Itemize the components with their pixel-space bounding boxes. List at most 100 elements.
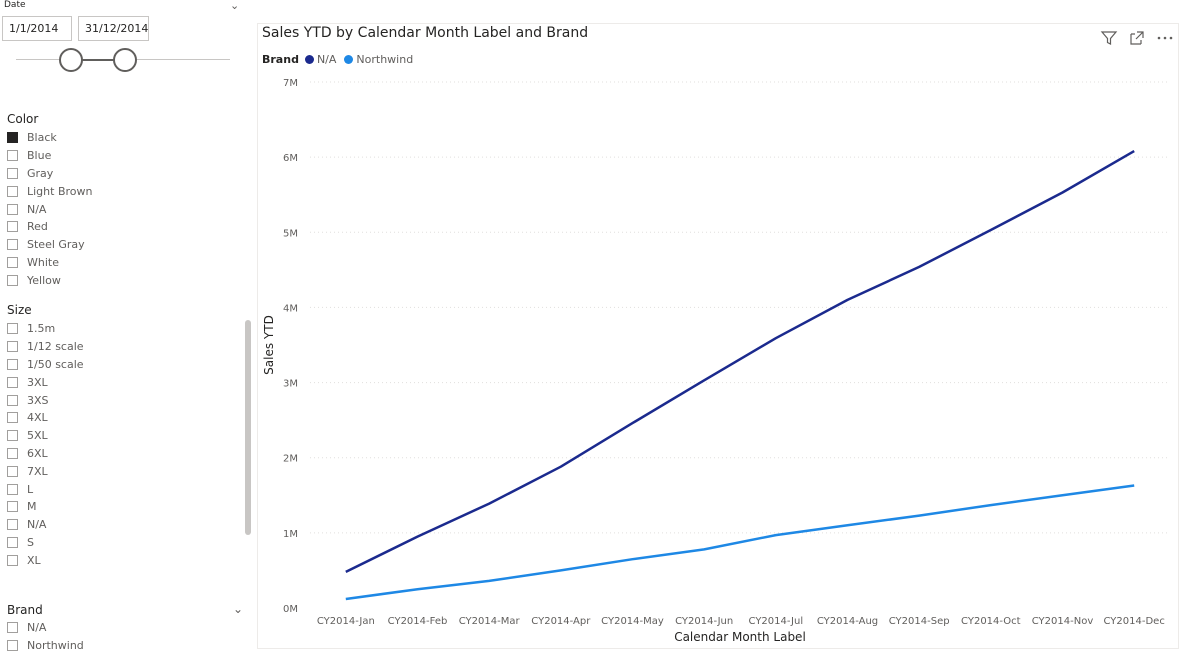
color-item-label: Gray <box>27 166 54 180</box>
visual-toolbar <box>1100 29 1174 47</box>
size-item-label: 6XL <box>27 446 48 460</box>
color-slicer: Color Black Blue Gray Light Brown N/A Red Stee… <box>7 112 237 289</box>
size-item[interactable]: M <box>7 498 237 516</box>
size-item[interactable]: 3XL <box>7 373 237 391</box>
checkbox[interactable] <box>7 150 18 162</box>
size-item[interactable]: 4XL <box>7 409 237 427</box>
date-slider-end-handle[interactable] <box>113 48 137 72</box>
checkbox[interactable] <box>7 185 18 197</box>
size-item[interactable]: N/A <box>7 516 237 534</box>
color-item-label: Black <box>27 131 57 145</box>
color-item[interactable]: Yellow <box>7 271 237 289</box>
date-slicer-header: Date <box>4 0 26 10</box>
color-slicer-title: Color <box>7 112 39 126</box>
checkbox[interactable] <box>7 447 18 459</box>
legend-label: Northwind <box>356 53 414 66</box>
checkbox[interactable] <box>7 640 18 652</box>
checkbox[interactable] <box>7 323 18 335</box>
size-item-label: 3XS <box>27 393 49 407</box>
checkbox[interactable] <box>7 203 18 215</box>
color-item-label: White <box>27 255 59 269</box>
color-item-label: Red <box>27 220 48 234</box>
checkbox[interactable] <box>7 358 18 370</box>
checkbox[interactable] <box>7 239 18 251</box>
size-item-label: L <box>27 482 34 496</box>
more-options-icon[interactable] <box>1156 29 1174 47</box>
checkbox[interactable] <box>7 394 18 406</box>
checkbox[interactable] <box>7 501 18 513</box>
color-item[interactable]: Gray <box>7 165 237 183</box>
checkbox[interactable] <box>7 221 18 233</box>
filter-icon[interactable] <box>1100 29 1118 47</box>
brand-item[interactable]: N/A <box>7 619 247 637</box>
size-item-label: M <box>27 500 37 514</box>
size-item[interactable]: 6XL <box>7 445 237 463</box>
color-item-label: Blue <box>27 149 52 163</box>
focus-mode-icon[interactable] <box>1128 29 1146 47</box>
size-item[interactable]: XL <box>7 551 237 569</box>
checkbox[interactable] <box>7 465 18 477</box>
checkbox[interactable] <box>7 430 18 442</box>
chart-legend: Brand N/A Northwind <box>262 53 421 66</box>
brand-slicer: Brand N/A Northwind <box>7 603 247 655</box>
color-item[interactable]: N/A <box>7 200 237 218</box>
size-item-label: 5XL <box>27 429 48 443</box>
date-end-input[interactable]: 31/12/2014 <box>78 16 149 41</box>
legend-dot <box>344 55 354 64</box>
color-item-label: N/A <box>27 202 47 216</box>
brand-item-label: N/A <box>27 621 47 635</box>
checkbox[interactable] <box>7 376 18 388</box>
legend-title: Brand <box>262 53 299 66</box>
color-item[interactable]: Steel Gray <box>7 236 237 254</box>
size-item[interactable]: 1.5m <box>7 320 237 338</box>
color-item-label: Light Brown <box>27 184 93 198</box>
chart-title: Sales YTD by Calendar Month Label and Br… <box>262 25 589 41</box>
legend-dot <box>304 55 314 64</box>
size-item-label: 7XL <box>27 464 48 478</box>
size-item[interactable]: 1/50 scale <box>7 356 237 374</box>
checkbox[interactable] <box>7 412 18 424</box>
color-item[interactable]: White <box>7 254 237 272</box>
legend-item-northwind[interactable]: Northwind <box>344 53 413 66</box>
checkbox[interactable] <box>7 519 18 531</box>
checkbox[interactable] <box>7 341 18 353</box>
date-slider-start-handle[interactable] <box>59 48 83 72</box>
size-item-label: S <box>27 535 34 549</box>
size-item-label: 4XL <box>27 411 48 425</box>
color-item[interactable]: Black <box>7 129 237 147</box>
brand-slicer-title: Brand <box>7 603 43 617</box>
color-item-label: Steel Gray <box>27 238 85 252</box>
color-item-label: Yellow <box>27 273 61 287</box>
size-item[interactable]: S <box>7 534 237 552</box>
brand-item[interactable]: Northwind <box>7 637 247 655</box>
size-item-label: 3XL <box>27 375 48 389</box>
size-item[interactable]: 1/12 scale <box>7 338 237 356</box>
size-item-label: 1.5m <box>27 322 56 336</box>
checkbox[interactable] <box>7 536 18 548</box>
color-item[interactable]: Red <box>7 218 237 236</box>
chevron-down-icon[interactable]: ⌄ <box>233 602 244 616</box>
color-item[interactable]: Blue <box>7 147 237 165</box>
size-item[interactable]: L <box>7 480 237 498</box>
size-item[interactable]: 3XS <box>7 391 237 409</box>
size-item-label: N/A <box>27 518 47 532</box>
checkbox[interactable] <box>7 622 18 634</box>
checkbox[interactable] <box>7 167 18 179</box>
color-item[interactable]: Light Brown <box>7 182 237 200</box>
size-slicer-title: Size <box>7 303 32 317</box>
checkbox[interactable] <box>7 483 18 495</box>
size-item-label: XL <box>27 553 41 567</box>
checkbox[interactable] <box>7 132 18 144</box>
brand-item-label: Northwind <box>27 639 84 653</box>
size-item[interactable]: 7XL <box>7 462 237 480</box>
checkbox[interactable] <box>7 274 18 286</box>
checkbox[interactable] <box>7 554 18 566</box>
checkbox[interactable] <box>7 256 18 268</box>
date-start-input[interactable]: 1/1/2014 <box>2 16 72 41</box>
legend-label: N/A <box>316 53 337 66</box>
line-chart-visual[interactable] <box>257 23 1179 649</box>
chevron-down-icon[interactable]: ⌄ <box>230 0 240 12</box>
size-slicer-scrollbar[interactable] <box>245 320 251 535</box>
size-item[interactable]: 5XL <box>7 427 237 445</box>
legend-item-na[interactable]: N/A <box>304 53 337 66</box>
